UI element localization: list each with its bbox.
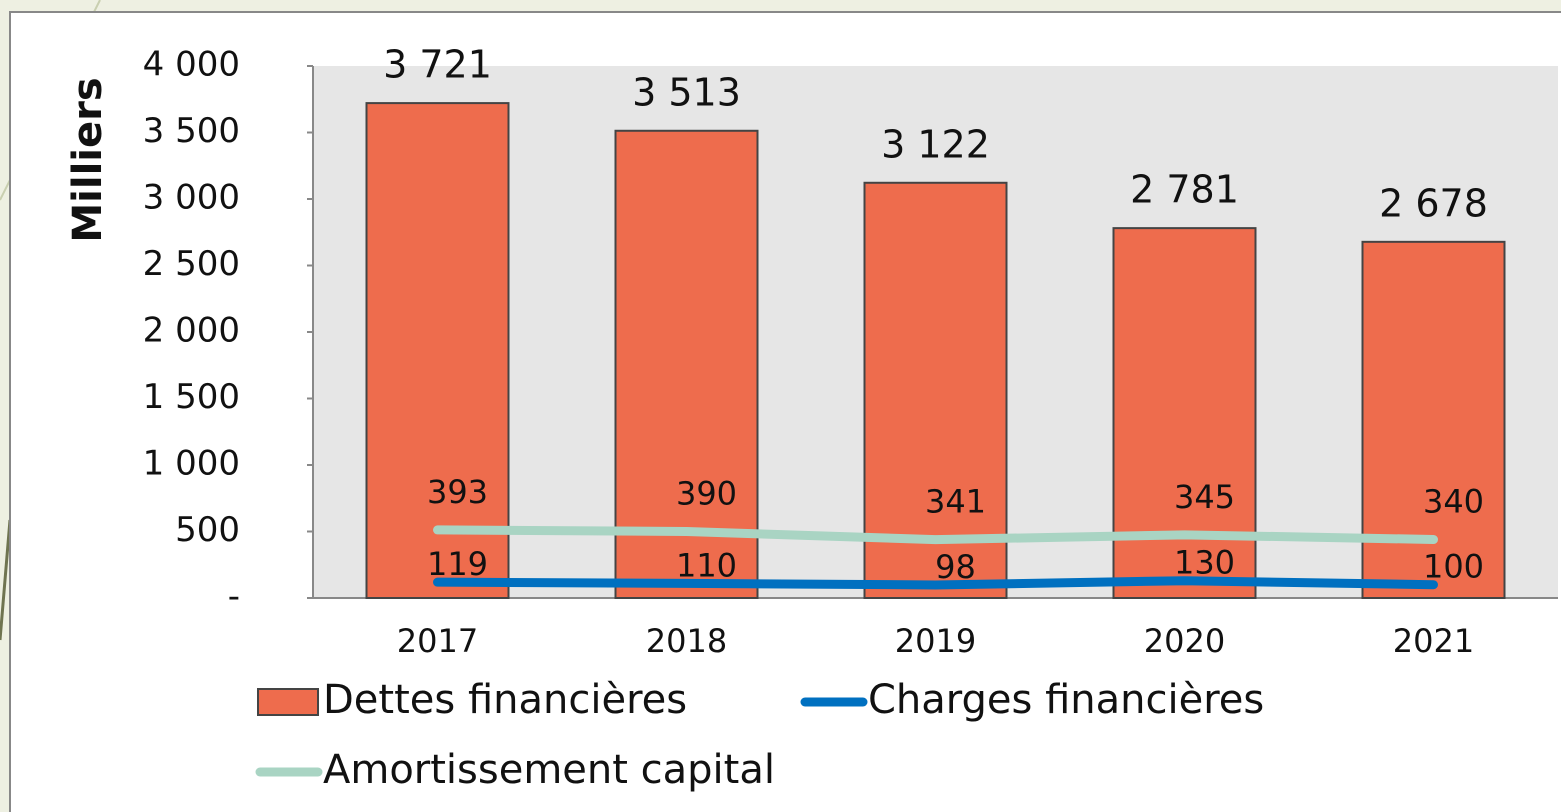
bar (863, 181, 1008, 600)
line-value-label: 393 (427, 473, 488, 511)
x-tick-label: 2020 (1144, 622, 1225, 660)
line-value-label: 340 (1423, 482, 1484, 520)
y-tick-label: - (228, 577, 240, 617)
x-tick-label: 2019 (895, 622, 976, 660)
legend-swatch (257, 688, 319, 716)
y-tick-label: 2 500 (143, 244, 240, 284)
decor (0, 519, 12, 641)
y-tick-label: 3 000 (143, 178, 240, 218)
bar-value-label: 2 781 (1130, 168, 1239, 212)
line-value-label: 110 (676, 546, 737, 584)
line-value-label: 98 (935, 548, 976, 586)
line-value-label: 390 (676, 475, 737, 513)
line-value-label: 341 (925, 483, 986, 521)
line-value-label: 100 (1423, 548, 1484, 586)
legend-label: Amortissement capital (323, 747, 775, 793)
bar-value-label: 3 513 (632, 70, 741, 114)
bar-value-label: 2 678 (1379, 181, 1488, 225)
line (433, 576, 1438, 590)
y-tick-label: 2 000 (143, 311, 240, 351)
line (433, 525, 1438, 545)
y-tick-label: 3 500 (143, 111, 240, 151)
y-axis-title: Milliers (65, 77, 111, 242)
y-tick-label: 1 000 (143, 444, 240, 484)
legend-label: Charges financières (868, 677, 1264, 723)
line-value-label: 119 (427, 545, 488, 583)
x-tick-label: 2017 (397, 622, 478, 660)
legend-label: Dettes financières (323, 677, 687, 723)
y-tick-label: 500 (175, 510, 240, 550)
x-tick-label: 2018 (646, 622, 727, 660)
bar (1361, 240, 1506, 600)
y-tick-label: 1 500 (143, 377, 240, 417)
y-tick-label: 4 000 (143, 45, 240, 85)
bar-value-label: 3 721 (383, 43, 492, 87)
x-tick-label: 2021 (1393, 622, 1474, 660)
bar-value-label: 3 122 (881, 122, 990, 166)
bar (614, 129, 759, 599)
bar (365, 102, 510, 600)
line-value-label: 345 (1174, 478, 1235, 516)
line-value-label: 130 (1174, 544, 1235, 582)
bar (1112, 227, 1257, 599)
